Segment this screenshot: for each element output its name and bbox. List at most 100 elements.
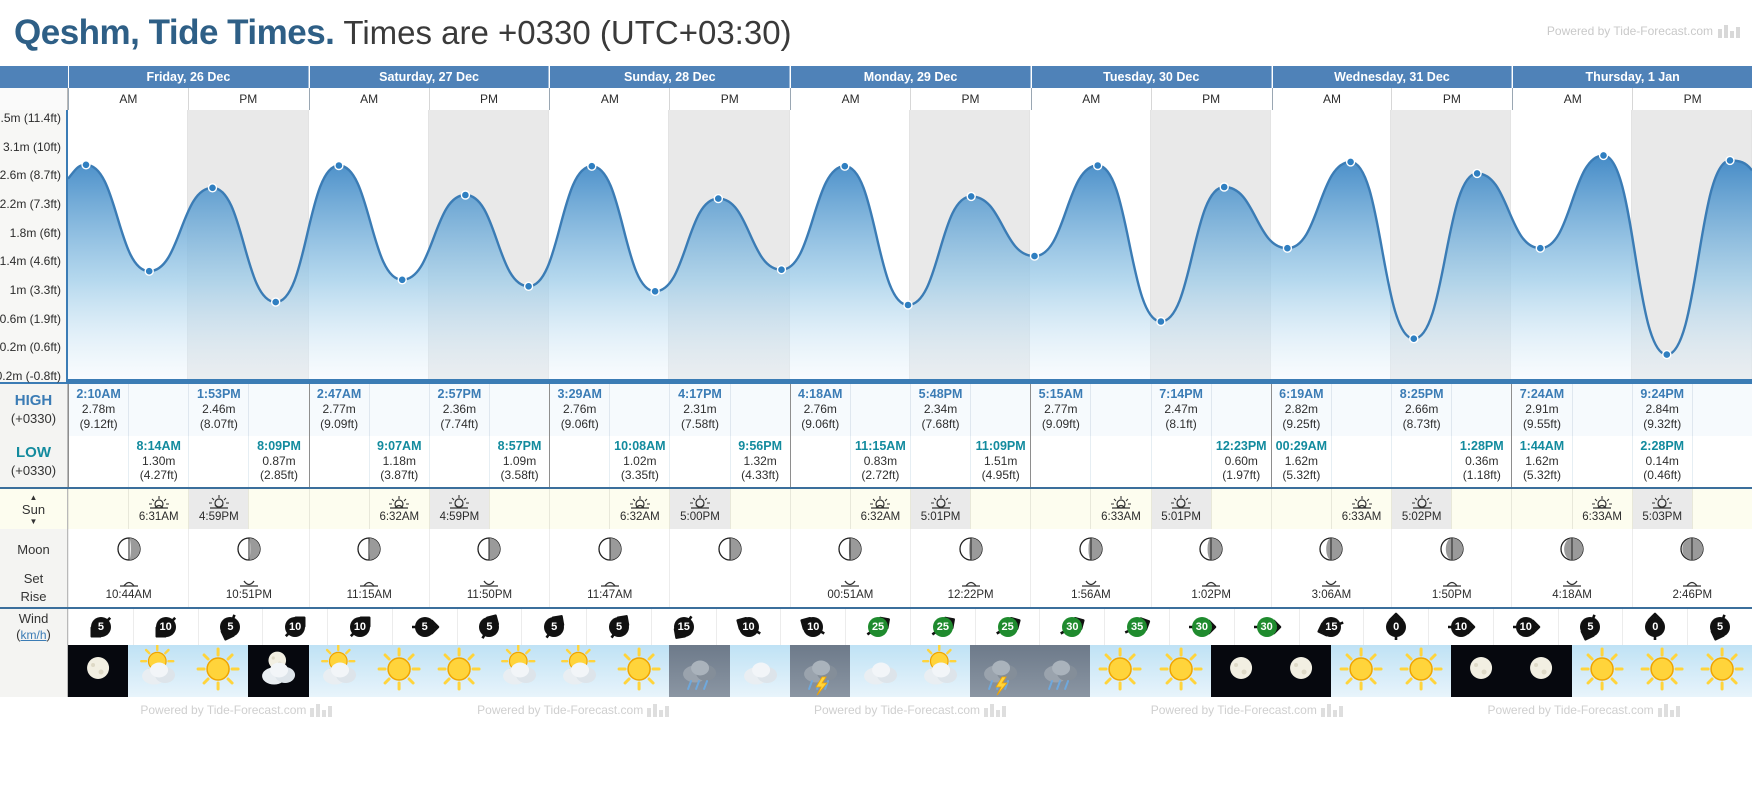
tide-point-high[interactable] <box>1472 168 1482 179</box>
day-title: Saturday, 27 Dec <box>308 66 549 88</box>
moon-event-cell <box>669 569 789 607</box>
tide-point-high[interactable] <box>1725 155 1735 166</box>
half-pm[interactable]: PM <box>187 88 308 110</box>
tide-point-high[interactable] <box>81 160 91 170</box>
half-pm[interactable]: PM <box>1391 88 1511 110</box>
sun-rise-cell: 6:33AM <box>1330 489 1391 529</box>
sun-set-cell: 5:00PM <box>669 489 730 529</box>
half-pm[interactable]: PM <box>428 88 549 110</box>
moon-event-time: 4:18AM <box>1552 589 1592 601</box>
tide-point-low[interactable] <box>650 286 660 297</box>
tide-height-ft: (1.18ft) <box>1462 468 1501 483</box>
tide-height-m: 0.60m <box>1224 453 1258 468</box>
thunderstorm-icon <box>790 645 850 697</box>
wind-speed-value: 0 <box>1645 617 1666 637</box>
low-tide-cells: 8:14AM 1.30m (4.27ft) 8:09PM 0.87m (2.85ft) 9:… <box>68 435 1752 487</box>
footer-credit-text: Powered by Tide-Forecast.com <box>1487 703 1654 717</box>
moon-event-time: 10:44AM <box>105 589 152 601</box>
tide-slot: 9:07AM 1.18m (3.87ft) <box>368 435 429 487</box>
tide-point-high[interactable] <box>713 193 723 204</box>
tide-height-m: 1.18m <box>382 453 416 468</box>
sunny-icon <box>1331 645 1391 697</box>
tide-point-high[interactable] <box>334 160 344 171</box>
tide-point-high[interactable] <box>1345 157 1356 167</box>
tide-height-m: 2.91m <box>1525 402 1559 417</box>
half-am[interactable]: AM <box>68 88 188 110</box>
half-am[interactable]: AM <box>790 88 910 110</box>
moon-event-time: 10:51PM <box>225 589 272 601</box>
partly-cloudy-day-icon <box>489 645 549 697</box>
tide-point-high[interactable] <box>587 161 597 171</box>
tide-slot <box>1691 384 1752 436</box>
tide-point-low[interactable] <box>1156 316 1166 327</box>
tide-point-high[interactable] <box>1092 160 1103 171</box>
tide-point-high[interactable] <box>966 191 976 202</box>
wind-badge: 35 <box>1120 612 1154 642</box>
tide-point-high[interactable] <box>207 183 218 193</box>
tide-height-ft: (5.32ft) <box>1282 468 1321 483</box>
sunset-icon <box>1171 495 1192 509</box>
moon-phase-cell <box>1270 529 1391 569</box>
half-pm[interactable]: PM <box>1150 88 1271 110</box>
tide-point-low[interactable] <box>270 297 281 307</box>
tide-point-low[interactable] <box>1282 243 1293 253</box>
tide-chart[interactable] <box>68 110 1752 382</box>
high-half: 1:53PM 2.46m (8.07ft) <box>188 384 308 436</box>
tide-chart-row: 3.5m (11.4ft) 3.1m (10ft) 2.6m (8.7ft) 2.2m… <box>0 110 1752 383</box>
day-column-1: Saturday, 27 Dec <box>308 66 550 88</box>
moon-phase-cell <box>1511 529 1631 569</box>
moon-phase-cells <box>68 529 1752 569</box>
tide-time: 10:08AM <box>614 438 666 453</box>
half-pm[interactable]: PM <box>669 88 789 110</box>
tide-point-low[interactable] <box>1409 333 1419 344</box>
tide-slot <box>1330 384 1391 436</box>
tide-height-ft: (9.09ft) <box>1041 416 1080 431</box>
wind-speed-value: 5 <box>220 617 241 637</box>
wind-cell: 25 <box>909 609 975 645</box>
moon-event-cell: 3:06AM <box>1270 569 1391 607</box>
tide-point-low[interactable] <box>1535 243 1546 253</box>
tide-point-low[interactable] <box>144 266 154 276</box>
half-am[interactable]: AM <box>1030 88 1151 110</box>
tide-point-low[interactable] <box>776 264 787 275</box>
tide-point-low[interactable] <box>523 281 534 292</box>
tide-point-high[interactable] <box>1598 150 1609 161</box>
half-am[interactable]: AM <box>1512 88 1632 110</box>
tide-point-low[interactable] <box>1029 251 1040 261</box>
wind-speed-value: 5 <box>1710 617 1731 637</box>
wind-unit-link[interactable]: km/h <box>20 628 47 642</box>
half-am[interactable]: AM <box>1271 88 1392 110</box>
half-pm[interactable]: PM <box>1632 88 1752 110</box>
day-header-spacer <box>0 66 68 88</box>
tide-time: 00:29AM <box>1275 438 1328 453</box>
moon-phase-cell <box>1030 529 1150 569</box>
wind-cell: 30 <box>1039 609 1104 645</box>
wind-badge: 30 <box>1250 612 1284 642</box>
tide-point-low[interactable] <box>1662 349 1672 360</box>
y-axis-tick: 3.1m (10ft) <box>2 139 61 154</box>
tide-point-low[interactable] <box>903 300 913 310</box>
sunny-icon <box>1692 645 1752 697</box>
footer-spacer <box>0 697 68 723</box>
wind-speed-value: 5 <box>479 617 500 637</box>
high-half: 3:29AM 2.76m (9.06ft) <box>549 384 669 436</box>
tide-point-high[interactable] <box>840 161 850 171</box>
sunrise-icon <box>1592 496 1613 509</box>
tide-point-high[interactable] <box>460 190 471 200</box>
weather-icon-cell <box>1210 645 1271 697</box>
tide-point-low[interactable] <box>397 275 407 285</box>
wind-badge: 10 <box>149 612 183 642</box>
half-pm[interactable]: PM <box>910 88 1030 110</box>
footer-credit-text: Powered by Tide-Forecast.com <box>1150 703 1317 717</box>
sunset-icon <box>1652 495 1673 509</box>
logo-bars-icon <box>647 703 670 717</box>
half-am[interactable]: AM <box>549 88 669 110</box>
half-am[interactable]: AM <box>308 88 429 110</box>
header-credit: Powered by Tide-Forecast.com <box>1547 24 1740 38</box>
high-half: 5:15AM 2.77m (9.09ft) <box>1030 384 1150 436</box>
sun-blank-cell <box>789 489 850 529</box>
tide-point-high[interactable] <box>1219 182 1229 192</box>
high-tide-row: HIGH (+0330) 2:10AM 2.78m (9.12ft) 1:53PM 2.… <box>0 382 1752 436</box>
sun-blank-cell <box>248 489 308 529</box>
tide-time: 2:28PM <box>1640 438 1685 453</box>
